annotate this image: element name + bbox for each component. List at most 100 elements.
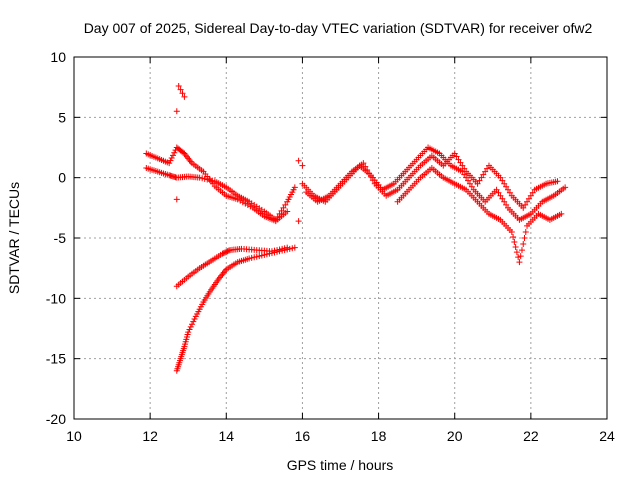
data-point	[284, 208, 291, 215]
data-point	[281, 245, 288, 252]
data-point	[258, 252, 265, 259]
data-point	[360, 160, 367, 167]
data-points	[143, 82, 569, 374]
data-point	[282, 201, 289, 208]
data-point	[455, 156, 462, 163]
data-point	[524, 198, 531, 205]
data-point	[167, 157, 174, 164]
data-point	[256, 253, 263, 260]
data-point	[186, 326, 193, 333]
data-point	[289, 245, 296, 252]
data-point	[234, 196, 241, 203]
series-spike	[173, 82, 188, 115]
data-point	[209, 177, 216, 184]
data-point	[190, 318, 197, 325]
data-point	[461, 171, 468, 178]
data-point	[554, 178, 561, 185]
data-point	[237, 197, 244, 204]
data-point	[520, 204, 527, 211]
data-point	[173, 108, 180, 115]
data-point	[199, 175, 206, 182]
x-tick-label: 24	[599, 428, 615, 444]
data-point	[503, 183, 510, 190]
data-point	[284, 244, 291, 251]
y-tick-label: -5	[54, 230, 67, 246]
data-point	[244, 202, 251, 209]
data-point	[501, 198, 508, 205]
data-point	[461, 165, 468, 172]
data-point	[527, 192, 534, 199]
data-point	[206, 177, 213, 184]
data-point	[497, 174, 504, 181]
data-point	[169, 152, 176, 159]
data-point	[493, 186, 500, 193]
data-point	[520, 241, 527, 248]
data-point	[466, 180, 473, 187]
data-point	[181, 93, 188, 100]
data-point	[518, 247, 525, 254]
axis-ticks: 10 12 14 16 18 20 22 24 10 5 0 -5 -10 -15 -20	[46, 49, 615, 444]
data-point	[299, 162, 306, 169]
data-point	[179, 90, 186, 97]
data-point	[171, 149, 178, 156]
data-point	[463, 174, 470, 181]
data-point	[512, 244, 519, 251]
data-point	[513, 249, 520, 256]
data-point	[247, 203, 254, 210]
x-tick-label: 16	[295, 428, 311, 444]
data-point	[223, 248, 230, 255]
data-point	[224, 248, 231, 255]
grid-layer	[74, 57, 607, 419]
data-point	[187, 323, 194, 330]
data-point	[511, 239, 518, 246]
y-tick-label: -10	[46, 290, 66, 306]
data-point	[239, 199, 246, 206]
data-point	[253, 253, 260, 260]
y-tick-label: -20	[46, 411, 66, 427]
data-point	[191, 316, 198, 323]
data-point	[362, 163, 369, 170]
data-point	[515, 254, 522, 261]
data-point	[280, 204, 287, 211]
data-point	[286, 245, 293, 252]
data-point	[295, 157, 302, 164]
data-point	[196, 174, 203, 181]
data-point	[508, 228, 515, 235]
data-point	[506, 189, 513, 196]
data-point	[505, 186, 512, 193]
data-point	[364, 167, 371, 174]
data-point	[484, 165, 491, 172]
data-point	[271, 247, 278, 254]
data-point	[246, 255, 253, 262]
x-tick-label: 20	[447, 428, 463, 444]
data-point	[166, 160, 173, 167]
data-point	[499, 195, 506, 202]
x-tick-label: 10	[66, 428, 82, 444]
data-point	[521, 235, 528, 241]
data-point	[516, 259, 523, 266]
data-point	[529, 189, 536, 196]
data-point	[173, 196, 180, 203]
y-tick-label: 10	[50, 49, 66, 65]
data-point	[503, 201, 510, 208]
data-point	[185, 329, 192, 336]
data-point	[279, 245, 286, 252]
data-point	[291, 184, 298, 191]
x-tick-label: 12	[142, 428, 158, 444]
x-tick-label: 14	[218, 428, 234, 444]
x-tick-label: 18	[371, 428, 387, 444]
data-point	[367, 173, 374, 180]
data-point	[476, 177, 483, 184]
data-point	[562, 184, 569, 191]
data-point	[517, 253, 524, 260]
y-axis-label: SDTVAR / TECUs	[6, 182, 22, 294]
data-point	[459, 162, 466, 169]
data-point	[168, 154, 175, 161]
data-point	[468, 183, 475, 190]
data-point	[478, 174, 485, 181]
data-point	[220, 250, 227, 257]
data-point	[510, 233, 517, 240]
data-point	[525, 195, 532, 202]
series-recovery-shallow	[173, 244, 291, 290]
